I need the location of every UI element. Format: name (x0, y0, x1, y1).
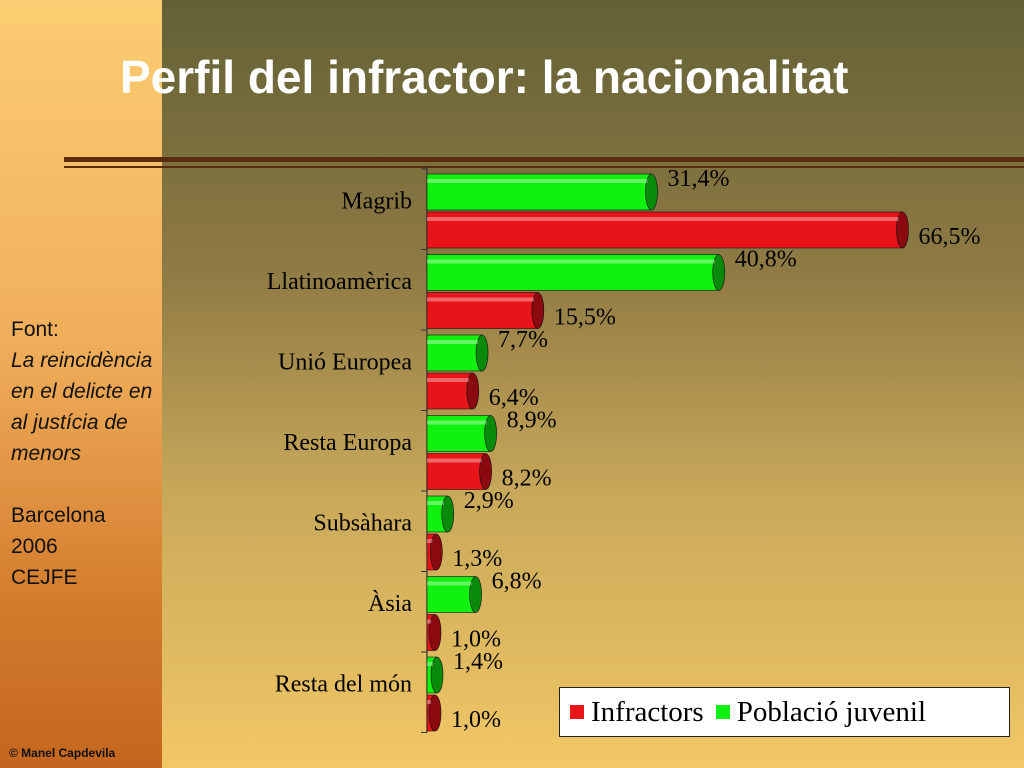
bar-infractors (426, 453, 486, 490)
bar-highlight (427, 458, 482, 463)
data-label: 31,4% (668, 166, 730, 192)
bar-cap (896, 211, 909, 249)
source-year: 2006 (11, 535, 58, 558)
bar-cap (429, 533, 443, 571)
data-label: 40,8% (735, 247, 797, 273)
bar-poblacio (426, 334, 483, 372)
data-label: 8,2% (502, 466, 552, 492)
category-label: Resta del món (275, 671, 412, 697)
bar-cap (469, 576, 482, 613)
legend-swatch-poblacio (715, 705, 730, 719)
category-label: Magrib (341, 188, 412, 214)
category-label: Àsia (368, 591, 412, 617)
title-rule (64, 157, 1024, 162)
bar-cap (712, 254, 726, 291)
data-label: 66,5% (918, 224, 980, 250)
bar-highlight (427, 700, 431, 704)
bar-highlight (427, 619, 431, 624)
bar-cap (428, 694, 442, 732)
category-label: Llatinoamèrica (267, 269, 413, 295)
bar-poblacio (426, 254, 720, 291)
data-label: 6,8% (492, 569, 542, 595)
bar-highlight (427, 179, 648, 183)
bar-cap (466, 372, 480, 410)
source-org: CEJFE (11, 566, 78, 589)
bar-highlight (427, 340, 479, 344)
bar-highlight (427, 378, 469, 382)
data-label: 15,5% (554, 305, 616, 331)
bar-cap (428, 614, 442, 651)
data-label: 6,4% (489, 385, 539, 411)
bar-poblacio (426, 173, 652, 211)
bar-infractors (426, 372, 474, 410)
category-label: Unió Europea (278, 349, 412, 375)
bar-cap (531, 292, 545, 329)
bar-cap (441, 495, 455, 533)
bar-highlight (427, 662, 434, 666)
bar-cap (430, 656, 444, 694)
data-label: 7,7% (498, 327, 548, 353)
chart-legend: Infractors Població juvenil (559, 687, 1010, 737)
bar-highlight (427, 297, 534, 302)
legend-swatch-infractors (570, 705, 584, 719)
slide-title: Perfil del infractor: la nacionalitat (120, 51, 849, 103)
source-work: La reincidència en el delicte en al just… (11, 349, 153, 465)
bar-highlight (427, 581, 472, 586)
bar-highlight (427, 217, 899, 221)
bar-poblacio (426, 576, 476, 613)
title-rule-thin (64, 166, 1024, 168)
left-panel (0, 0, 162, 768)
data-label: 2,9% (464, 488, 514, 514)
data-label: 1,0% (451, 707, 501, 733)
source-label: Font: (11, 318, 59, 341)
bar-highlight (427, 539, 433, 543)
data-label: 1,3% (452, 546, 502, 572)
legend-label-poblacio: Població juvenil (736, 695, 926, 728)
bar-highlight (427, 420, 487, 425)
category-label: Subsàhara (313, 510, 412, 536)
source-note: Font: La reincidència en el delicte en a… (11, 314, 159, 593)
legend-label-infractors: Infractors (591, 695, 704, 728)
bar-cap (484, 415, 497, 452)
bar-cap (645, 173, 658, 211)
bar-highlight (427, 501, 444, 505)
bar-highlight (427, 259, 715, 264)
category-label: Resta Europa (283, 430, 412, 456)
data-label: 1,0% (451, 627, 501, 653)
credit-text: © Manel Capdevila (9, 746, 116, 760)
bar-infractors (426, 292, 539, 329)
source-place: Barcelona (11, 504, 106, 527)
bar-infractors (426, 211, 903, 249)
bar-cap (475, 334, 489, 372)
data-label: 8,9% (507, 408, 557, 434)
data-label: 1,4% (453, 649, 503, 675)
bar-cap (479, 453, 492, 490)
